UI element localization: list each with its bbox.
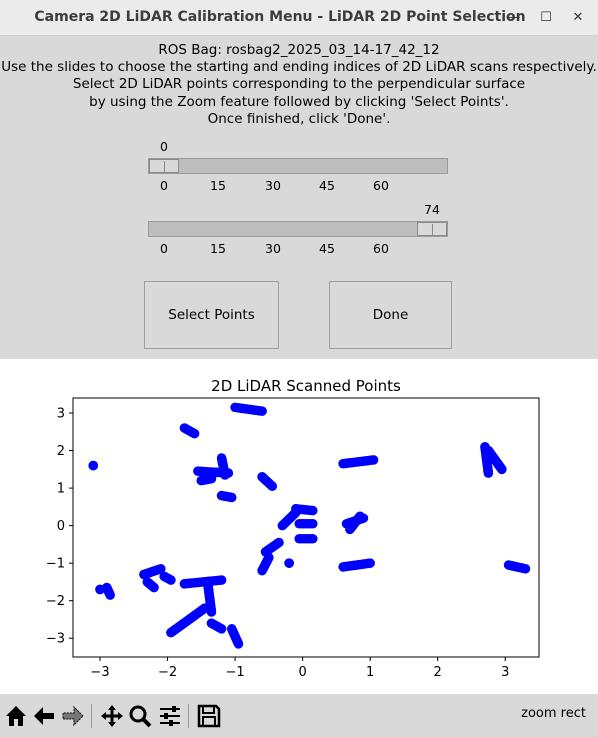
window-title: Camera 2D LiDAR Calibration Menu - LiDAR… [34, 9, 526, 25]
end-slider-tick: 60 [373, 241, 389, 256]
end-slider-handle[interactable] [417, 222, 447, 236]
instruction-line: Select 2D LiDAR points corresponding to … [72, 76, 526, 93]
zoom-icon[interactable] [127, 703, 153, 729]
navigation-toolbar: zoom rect [0, 694, 598, 737]
chart-title: 2D LiDAR Scanned Points [211, 377, 401, 395]
data-point [216, 575, 227, 585]
data-point [216, 624, 227, 634]
data-point [220, 470, 230, 480]
data-point [368, 455, 379, 465]
back-arrow-icon[interactable] [31, 703, 57, 729]
close-button[interactable]: ✕ [572, 10, 584, 25]
maximize-button[interactable]: ☐ [540, 10, 552, 25]
data-point [233, 639, 244, 649]
data-point [267, 481, 278, 492]
end-slider[interactable] [148, 221, 448, 237]
data-point [307, 505, 318, 516]
data-point [307, 533, 318, 544]
y-tick-label: 0 [57, 519, 65, 534]
start-slider-value: 0 [160, 139, 168, 154]
data-point [497, 464, 507, 475]
x-tick-label: 3 [501, 665, 509, 680]
rosbag-label: ROS Bag: rosbag2_2025_03_14-17_42_12 [158, 42, 440, 58]
start-slider-tick: 15 [210, 178, 226, 193]
plot-axes-frame [72, 397, 540, 658]
start-slider-tick: 60 [373, 178, 389, 193]
end-slider-tick: 30 [265, 241, 281, 256]
save-icon[interactable] [196, 703, 222, 729]
configure-subplots-icon[interactable] [157, 703, 183, 729]
y-tick-label: −3 [46, 632, 65, 647]
x-tick-label: −3 [90, 665, 109, 680]
start-slider[interactable] [148, 158, 448, 174]
data-point [166, 575, 176, 585]
x-tick-label: 0 [298, 665, 306, 680]
minimize-button[interactable]: — [507, 10, 521, 25]
data-point [264, 552, 274, 563]
toolbar-separator [91, 704, 92, 728]
x-tick-label: −1 [226, 665, 245, 680]
end-slider-tick: 0 [160, 241, 168, 256]
end-slider-tick: 15 [210, 241, 226, 256]
instruction-line: Use the slides to choose the starting an… [1, 59, 597, 76]
data-point [284, 558, 294, 568]
y-tick-label: −1 [46, 557, 65, 572]
instructions-panel: ROS Bag: rosbag2_2025_03_14-17_42_12 Use… [0, 42, 598, 128]
data-point [88, 460, 99, 471]
data-point [520, 563, 531, 574]
plot-figure: 2D LiDAR Scanned Points −3 −2 −1 0 1 2 3 −3 −2 −1 0… [0, 359, 598, 694]
x-tick-label: 1 [366, 665, 374, 680]
end-slider-tick: 45 [319, 241, 335, 256]
start-slider-tick: 0 [160, 178, 168, 193]
data-point [189, 428, 200, 439]
instruction-line: by using the Zoom feature followed by cl… [89, 93, 509, 110]
scatter-plot[interactable]: 2D LiDAR Scanned Points −3 −2 −1 0 1 2 3 −3 −2 −1 0… [0, 359, 598, 694]
data-point [206, 473, 217, 484]
title-bar: Camera 2D LiDAR Calibration Menu - LiDAR… [0, 0, 598, 36]
start-slider-handle[interactable] [149, 159, 179, 173]
instruction-line: Once finished, click 'Done'. [207, 110, 391, 127]
done-button[interactable]: Done [329, 281, 452, 349]
y-tick-label: 1 [57, 482, 65, 497]
start-slider-tick: 30 [265, 178, 281, 193]
data-point [105, 590, 115, 600]
data-point [155, 563, 166, 574]
x-tick-label: −2 [158, 665, 177, 680]
pan-icon[interactable] [99, 703, 125, 729]
data-point [257, 406, 267, 416]
y-tick-label: 2 [57, 444, 65, 459]
start-slider-tick: 45 [319, 178, 335, 193]
y-tick-label: 3 [57, 407, 65, 422]
data-point [149, 582, 159, 593]
select-points-button[interactable]: Select Points [144, 281, 279, 349]
toolbar-separator [188, 704, 189, 728]
data-point [199, 603, 210, 614]
data-point [226, 492, 237, 503]
end-slider-value: 74 [424, 202, 440, 217]
data-point [95, 584, 105, 595]
forward-arrow-icon[interactable] [60, 703, 86, 729]
data-point [365, 558, 375, 568]
toolbar-status: zoom rect [521, 706, 586, 721]
data-point [274, 537, 284, 548]
home-icon[interactable] [3, 703, 29, 729]
x-tick-label: 2 [434, 665, 442, 680]
data-point [355, 511, 365, 522]
data-point [483, 468, 494, 478]
y-tick-label: −2 [46, 594, 65, 609]
data-point [307, 518, 318, 529]
